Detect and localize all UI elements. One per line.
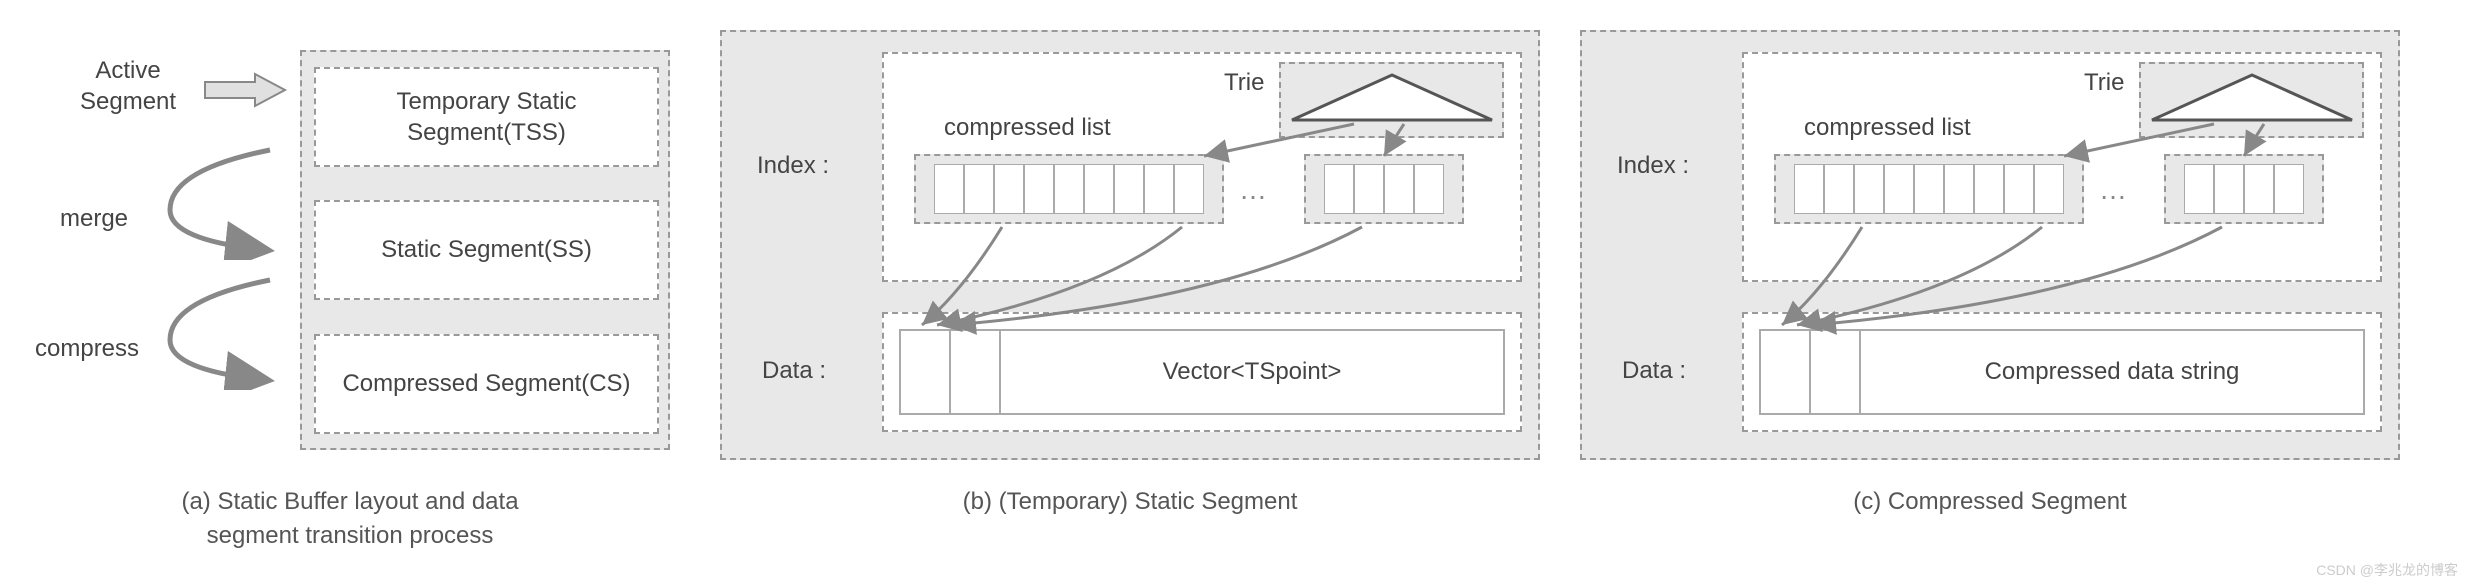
merge-arrow-icon — [150, 140, 290, 260]
panel-c-caption: (c) Compressed Segment — [1853, 485, 2126, 519]
active-segment-label: Active Segment — [80, 55, 176, 117]
clist-to-data-arrows-c — [1582, 32, 2402, 462]
panel-a-segments-box: Temporary Static Segment(TSS) Static Seg… — [300, 50, 670, 450]
ss-box: Static Segment(SS) — [314, 200, 659, 300]
panel-a: Active Segment merge compress — [20, 30, 680, 460]
panel-c: Index : Data : Trie compressed list … — [1580, 30, 2400, 460]
compress-label: compress — [35, 335, 139, 363]
panel-b-caption: (b) (Temporary) Static Segment — [963, 485, 1298, 519]
panel-a-left: Active Segment merge compress — [20, 30, 290, 460]
panel-b-wrapper: Index : Data : Trie compressed list … — [720, 30, 1540, 552]
arrow-right-icon — [200, 70, 290, 110]
diagram-container: Active Segment merge compress — [0, 0, 2468, 562]
panel-a-wrapper: Active Segment merge compress — [20, 30, 680, 552]
panel-c-wrapper: Index : Data : Trie compressed list … — [1580, 30, 2400, 552]
clist-to-data-arrows-b — [722, 32, 1542, 462]
tss-box: Temporary Static Segment(TSS) — [314, 67, 659, 167]
compress-arrow-icon — [150, 270, 290, 390]
panel-a-caption: (a) Static Buffer layout and data segmen… — [181, 485, 518, 552]
merge-label: merge — [60, 205, 128, 233]
panel-b: Index : Data : Trie compressed list … — [720, 30, 1540, 460]
watermark: CSDN @李兆龙的博客 — [2316, 560, 2458, 580]
cs-box: Compressed Segment(CS) — [314, 334, 659, 434]
